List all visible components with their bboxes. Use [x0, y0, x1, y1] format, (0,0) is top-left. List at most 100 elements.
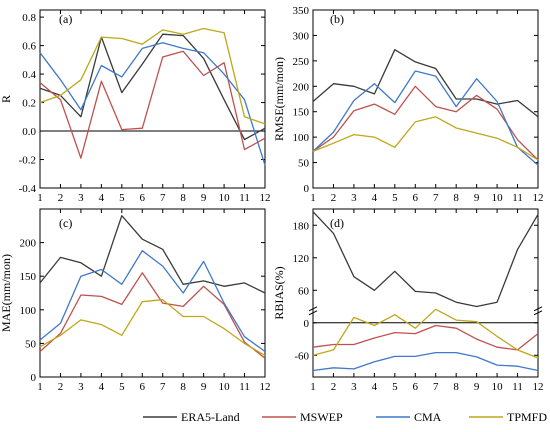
x-tick-label: 11: [512, 381, 523, 393]
x-tick-label: 12: [260, 381, 271, 393]
x-tick-label: 7: [160, 192, 166, 204]
x-tick-label: 2: [58, 381, 64, 393]
y-axis-label: R: [0, 95, 13, 103]
x-tick-label: 7: [433, 381, 439, 393]
x-tick-label: 1: [37, 381, 43, 393]
x-tick-label: 8: [180, 192, 186, 204]
series-line-tpmfd: [312, 116, 539, 161]
x-tick-label: 4: [372, 192, 378, 204]
x-tick-label: 4: [99, 381, 105, 393]
plot-frame: [39, 9, 266, 189]
axis-break-mark: [308, 306, 318, 312]
x-tick-label: 2: [58, 192, 64, 204]
y-tick-label: 100: [20, 305, 37, 317]
x-tick-label: 7: [160, 381, 166, 393]
y-tick-label: 0.8: [22, 12, 36, 24]
x-tick-label: 9: [474, 192, 480, 204]
x-tick-label: 12: [260, 192, 271, 204]
axis-break-mark: [308, 310, 318, 316]
x-tick-label: 10: [492, 381, 504, 393]
series-line-tpmfd: [312, 308, 539, 359]
y-tick-label: 120: [293, 253, 310, 265]
panel-label: (d): [330, 216, 344, 230]
y-tick-label: 0.2: [22, 98, 36, 110]
x-tick-label: 11: [239, 381, 250, 393]
series-line-mswep: [312, 85, 539, 161]
x-tick-label: 2: [331, 192, 337, 204]
x-tick-label: 1: [310, 381, 316, 393]
x-tick-label: 11: [239, 192, 250, 204]
series-line-cma: [39, 42, 266, 166]
legend-label: CMA: [414, 410, 442, 424]
x-tick-label: 8: [180, 381, 186, 393]
x-tick-label: 4: [99, 192, 105, 204]
y-tick-label: 0.0: [22, 126, 36, 138]
y-tick-label: 0.6: [22, 41, 36, 53]
x-tick-label: 5: [392, 192, 398, 204]
x-tick-label: 9: [474, 381, 480, 393]
y-tick-label: 0: [31, 372, 37, 384]
y-axis-label: RBIAS(%): [272, 266, 286, 319]
legend-label: MSWEP: [300, 410, 343, 424]
x-tick-label: 10: [492, 192, 504, 204]
y-tick-label: 150: [293, 107, 310, 119]
y-tick-label: 150: [20, 271, 37, 283]
x-tick-label: 6: [413, 192, 419, 204]
x-tick-label: 3: [78, 381, 84, 393]
x-tick-label: 8: [453, 381, 459, 393]
legend-label: ERA5-Land: [181, 410, 240, 424]
y-tick-label: 0.4: [22, 69, 36, 81]
x-tick-label: 4: [372, 381, 378, 393]
x-tick-label: 6: [413, 381, 419, 393]
y-tick-label: -60: [294, 350, 309, 362]
series-line-era5-land: [39, 215, 266, 294]
series-line-mswep: [39, 272, 266, 359]
x-tick-label: 11: [512, 192, 523, 204]
y-tick-label: 0: [304, 183, 310, 195]
y-tick-label: 50: [298, 158, 310, 170]
series-line-tpmfd: [39, 27, 266, 125]
series-line-cma: [39, 250, 266, 353]
x-tick-label: 9: [201, 192, 207, 204]
x-tick-label: 6: [140, 192, 146, 204]
legend-label: TPMFD: [507, 410, 547, 424]
y-tick-label: -0.4: [19, 183, 37, 195]
x-tick-label: 9: [201, 381, 207, 393]
y-tick-label: 250: [293, 56, 310, 68]
panel-a-chart: -0.4-0.20.00.20.40.60.81 2 3 4 5 6 7 8 9 10 11 12R(…: [0, 9, 271, 204]
plot-frame: [312, 208, 539, 378]
series-line-cma: [312, 351, 539, 372]
axis-break-mark: [533, 310, 543, 316]
series-line-era5-land: [312, 211, 539, 308]
x-tick-label: 5: [119, 381, 125, 393]
y-axis-label: MAE(mm/mon): [0, 254, 13, 332]
x-tick-label: 10: [219, 381, 231, 393]
panel-label: (b): [330, 12, 344, 26]
axis-break-mark: [533, 306, 543, 312]
x-tick-label: 3: [351, 192, 357, 204]
y-tick-label: 60: [298, 285, 310, 297]
panel-label: (c): [59, 216, 72, 230]
x-tick-label: 5: [119, 192, 125, 204]
x-tick-label: 12: [533, 192, 544, 204]
x-tick-label: 1: [310, 192, 316, 204]
x-tick-label: 8: [453, 192, 459, 204]
y-tick-label: -0.2: [19, 155, 36, 167]
y-tick-label: 50: [25, 338, 37, 350]
x-tick-label: 7: [433, 192, 439, 204]
y-axis-label: RMSE(mm/mon): [272, 57, 286, 141]
x-tick-label: 3: [78, 192, 84, 204]
x-tick-label: 3: [351, 381, 357, 393]
y-tick-label: 200: [20, 238, 37, 250]
x-tick-label: 6: [140, 381, 146, 393]
y-tick-label: 0: [304, 318, 310, 330]
x-tick-label: 2: [331, 381, 337, 393]
y-tick-label: 300: [293, 30, 310, 42]
series-line-tpmfd: [39, 299, 266, 357]
y-tick-label: 200: [293, 81, 310, 93]
y-tick-label: 350: [293, 5, 310, 17]
